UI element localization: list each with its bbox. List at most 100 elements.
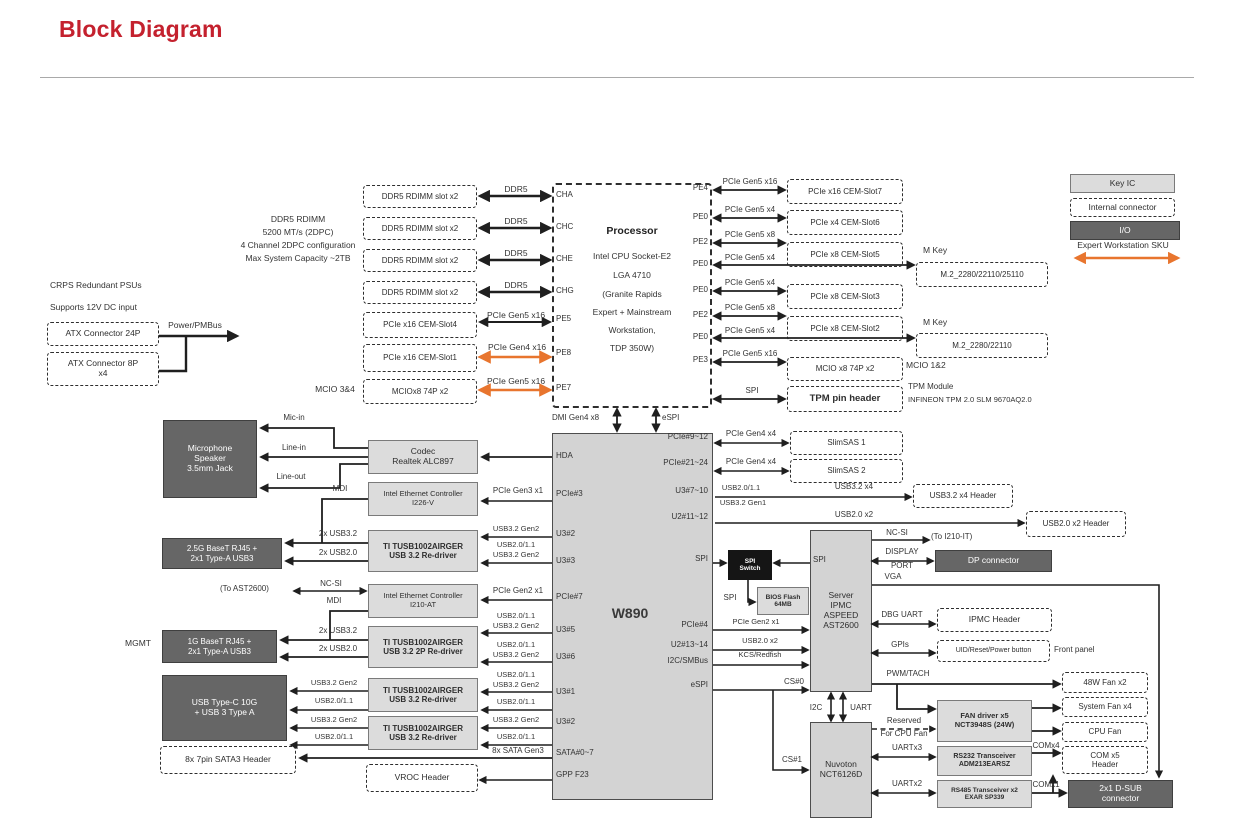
ti-redriver-3-label: TI TUSB1002AIRGER (382, 685, 464, 695)
legend-key-ic: Key IC (1070, 174, 1175, 193)
espi-label: eSPI (662, 413, 680, 422)
link-usbc-1: USB3.2 Gen2 (310, 678, 358, 687)
intel-i210-at: Intel Ethernet Controller I210-AT (368, 584, 478, 618)
link-ncsi-ast: NC-SI (886, 528, 908, 537)
usb20-x2-header: USB2.0 x2 Header (1026, 511, 1126, 537)
port-che: CHE (556, 254, 573, 263)
dsub-connector-label: connector (1101, 793, 1140, 803)
pwm-branch (896, 684, 937, 714)
pcie-x8-cem-slot5-label: PCIe x8 CEM-Slot5 (810, 249, 880, 259)
link-r4: PCIe Gen5 x4 (724, 253, 776, 262)
rj45-1g-label: 1G BaseT RJ45 + (187, 637, 252, 647)
link-mic-in: Mic-in (283, 413, 305, 422)
link-2xusb32-a: 2x USB3.2 (318, 529, 358, 538)
atx-connector-8p: ATX Connector 8P x4 (47, 352, 159, 386)
link-usb32gen1-b: USB3.2 Gen1 (719, 498, 767, 507)
legend-key-ic-label: Key IC (1109, 177, 1136, 188)
intel-i226-v-label: Intel Ethernet Controller (383, 489, 463, 499)
port-spi-w890: SPI (695, 554, 708, 563)
link-pcie-gen3x1: PCIe Gen3 x1 (492, 486, 544, 495)
ddr5-info-1: DDR5 RDIMM (270, 214, 326, 224)
link-display: DISPLAY (885, 547, 919, 556)
ti-redriver-1-label: TI TUSB1002AIRGER (382, 541, 464, 551)
processor-line4: (Granite Rapids (602, 289, 662, 299)
tpm-pin-header-label: TPM pin header (809, 392, 881, 404)
ti-redriver-2: TI TUSB1002AIRGER USB 3.2 2P Re-driver (368, 626, 478, 668)
atx-connector-8p-label: x4 (98, 368, 108, 378)
slimsas-2-label: SlimSAS 2 (827, 466, 866, 476)
48w-fan-x2-label: 48W Fan x2 (1083, 677, 1127, 687)
link-r8: PCIe Gen5 x16 (722, 349, 778, 358)
link-reserved-2: For CPU Fan (880, 729, 928, 738)
link-port: PORT (890, 561, 914, 570)
ddr5-info-2: 5200 MT/s (2DPC) (262, 227, 334, 237)
slimsas-1-label: SlimSAS 1 (827, 438, 866, 448)
port-pcie9-12: PCIe#9~12 (667, 432, 708, 441)
port-pe2a: PE2 (692, 237, 708, 246)
dsub-connector: 2x1 D-SUB connector (1068, 780, 1173, 808)
link-line-out: Line-out (276, 472, 306, 481)
port-pcie21-24: PCIe#21~24 (663, 458, 708, 467)
port-spi-ast: SPI (813, 555, 826, 564)
port-espi-w890: eSPI (690, 680, 708, 689)
port-pe0a: PE0 (692, 212, 708, 221)
link-slimsas1: PCIe Gen4 x4 (725, 429, 777, 438)
link-pwm-tach: PWM/TACH (886, 669, 930, 678)
spi-switch-label: Switch (739, 565, 761, 572)
ddr5-info-3: 4 Channel 2DPC configuration (240, 240, 356, 250)
m2-2280-22110-25110: M.2_2280/22110/25110 (916, 262, 1048, 287)
port-sata: SATA#0~7 (556, 748, 594, 757)
port-u3-2: U3#2 (556, 529, 576, 538)
link-r2: PCIe Gen5 x4 (724, 205, 776, 214)
link-ncsi-i210: NC-SI (320, 579, 342, 588)
link-u35-1: USB2.0/1.1 (496, 611, 536, 620)
w890-name: W890 (611, 605, 649, 621)
port-u3-7-10: U3#7~10 (675, 486, 708, 495)
link-cs1: CS#1 (781, 755, 802, 764)
spi-switch-label: SPI (744, 557, 756, 565)
port-pe4: PE4 (692, 183, 708, 192)
vroc-header: VROC Header (366, 764, 478, 792)
processor-line6: Workstation, (608, 325, 656, 335)
cpu-fan: CPU Fan (1062, 722, 1148, 742)
system-fan-x4-label: System Fan x4 (1078, 702, 1132, 712)
ipmc-header-label: IPMC Header (968, 614, 1021, 625)
microphone-jack-label: Microphone (187, 443, 233, 454)
port-pe3: PE3 (692, 355, 708, 364)
link-u32-b2: USB3.2 Gen2 (492, 550, 540, 559)
link-usb20x2: USB2.0 x2 (834, 510, 874, 519)
ti-redriver-1: TI TUSB1002AIRGER USB 3.2 Re-driver (368, 530, 478, 572)
atx-connector-8p-label: ATX Connector 8P (67, 358, 139, 369)
port-pcie4: PCIe#4 (681, 620, 708, 629)
aspeed-ast2600: Server IPMC ASPEED AST2600 (810, 530, 872, 692)
tpm-module-1: TPM Module (908, 382, 954, 391)
port-pe7: PE7 (556, 383, 572, 392)
pcie-x16-cem-slot7: PCIe x16 CEM-Slot7 (787, 179, 903, 204)
link-usb20x2-kcs-b: KCS/Redfish (738, 650, 782, 659)
bios-flash-label: 64MB (774, 601, 792, 608)
ddr5-link-4: DDR5 (504, 280, 528, 290)
link-reserved-1: Reserved (886, 716, 922, 725)
sata3-header: 8x 7pin SATA3 Header (160, 746, 296, 774)
usb-type-c-label: USB Type-C 10G (191, 697, 258, 708)
m2-2280-22110: M.2_2280/22110 (916, 333, 1048, 358)
spi-switch: SPI Switch (728, 550, 772, 580)
mciox8-74p-x2-left-label: MCIOx8 74P x2 (391, 386, 449, 396)
link-dbg-uart: DBG UART (881, 610, 923, 619)
rs232-transceiver: RS232 Transceiver ADM213EARSZ (937, 746, 1032, 776)
legend-internal-connector-label: Internal connector (1088, 201, 1157, 212)
link-gpis: GPIs (891, 640, 909, 649)
ti-redriver-4-label: USB 3.2 Re-driver (389, 733, 457, 742)
link-u32b-1: USB3.2 Gen2 (492, 715, 540, 724)
rj45-1g: 1G BaseT RJ45 +2x1 Type-A USB3 (162, 630, 277, 663)
port-pe2b: PE2 (692, 310, 708, 319)
port-u3-1: U3#1 (556, 687, 576, 696)
link-usb32x4: USB3.2 x4 (834, 482, 874, 491)
port-pe0b: PE0 (692, 259, 708, 268)
atx-connector-24p-label: ATX Connector 24P (65, 328, 141, 339)
fan-driver-label: NCT3948S (24W) (954, 720, 1015, 729)
port-pe0d: PE0 (692, 332, 708, 341)
link-cs0: CS#0 (783, 677, 804, 686)
mcio-x8-74p-x2-right-label: MCIO x8 74P x2 (815, 364, 875, 374)
